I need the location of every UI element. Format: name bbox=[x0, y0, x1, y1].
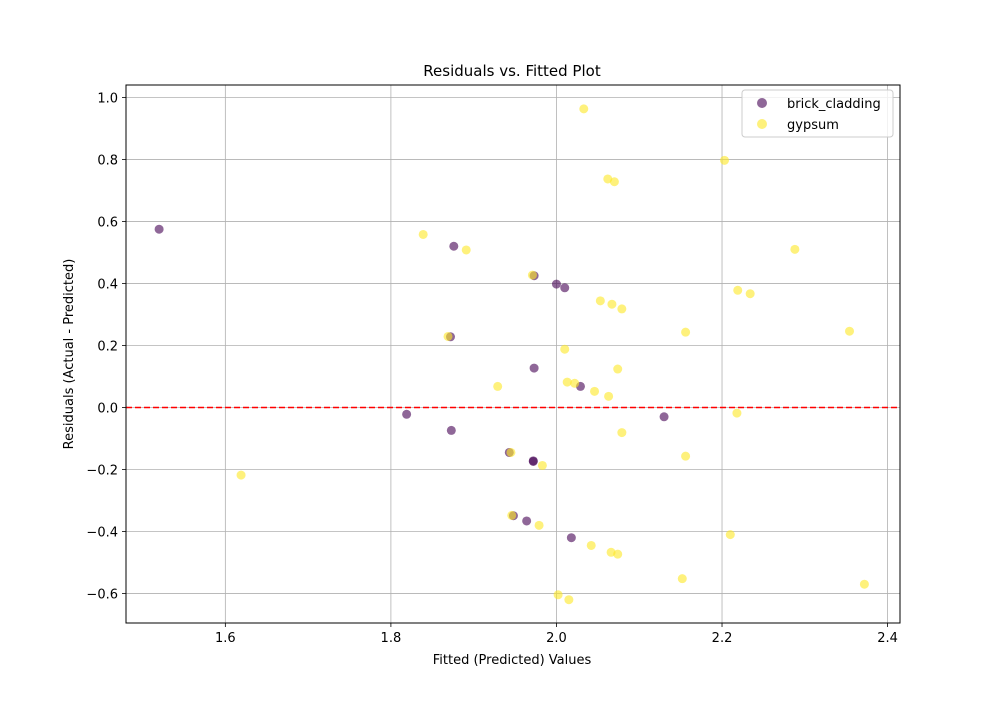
data-point-gypsum bbox=[617, 428, 627, 438]
y-tick-label: −0.6 bbox=[86, 588, 118, 603]
data-point-gypsum bbox=[564, 595, 574, 605]
y-tick-label: 0.0 bbox=[97, 401, 118, 416]
data-point-gypsum bbox=[507, 510, 517, 520]
data-point-brick-cladding bbox=[560, 283, 570, 293]
data-point-gypsum bbox=[527, 270, 537, 280]
data-point-gypsum bbox=[461, 245, 471, 255]
data-point-brick-cladding bbox=[566, 533, 576, 543]
data-point-gypsum bbox=[560, 344, 570, 354]
data-point-gypsum bbox=[732, 408, 742, 418]
x-tick-label: 2.0 bbox=[546, 631, 567, 646]
legend-label-gypsum: gypsum bbox=[787, 118, 839, 133]
data-point-brick-cladding bbox=[449, 241, 459, 251]
data-point-gypsum bbox=[534, 520, 544, 530]
data-point-gypsum bbox=[607, 299, 617, 309]
data-point-gypsum bbox=[236, 470, 246, 480]
data-point-gypsum bbox=[790, 244, 800, 254]
y-tick-label: 0.4 bbox=[97, 277, 118, 292]
x-axis-label: Fitted (Predicted) Values bbox=[433, 653, 592, 668]
grid-layer bbox=[126, 85, 900, 623]
data-point-gypsum bbox=[859, 579, 869, 589]
data-point-gypsum bbox=[537, 460, 547, 470]
legend: brick_cladding gypsum bbox=[741, 89, 894, 138]
data-point-gypsum bbox=[745, 289, 755, 299]
data-point-gypsum bbox=[506, 447, 516, 457]
data-point-gypsum bbox=[681, 327, 691, 337]
data-point-brick-cladding bbox=[529, 363, 539, 373]
y-tick-label: 0.8 bbox=[97, 153, 118, 168]
data-point-gypsum bbox=[579, 104, 589, 114]
data-point-brick-cladding bbox=[402, 409, 412, 419]
data-point-gypsum bbox=[604, 391, 614, 401]
data-point-gypsum bbox=[725, 530, 735, 540]
y-tick-label: 0.2 bbox=[97, 339, 118, 354]
legend-marker-gypsum bbox=[757, 119, 767, 129]
data-point-gypsum bbox=[562, 377, 572, 387]
data-point-gypsum bbox=[595, 296, 605, 306]
x-tick-label: 1.6 bbox=[215, 631, 236, 646]
data-point-brick-cladding bbox=[522, 516, 532, 526]
data-point-brick-cladding bbox=[659, 412, 669, 422]
data-point-gypsum bbox=[609, 177, 619, 187]
data-point-brick-cladding bbox=[154, 224, 164, 234]
data-point-gypsum bbox=[720, 155, 730, 165]
legend-box bbox=[741, 89, 894, 138]
data-point-gypsum bbox=[570, 378, 580, 388]
data-point-gypsum bbox=[418, 229, 428, 239]
ticks-layer: 1.6 1.8 2.0 2.2 2.4 −0.6 −0.4 −0.2 0.0 0.2 0.4 0.6 0… bbox=[86, 91, 898, 646]
data-point-gypsum bbox=[613, 549, 623, 559]
y-tick-label: −0.4 bbox=[86, 526, 118, 541]
series-gypsum bbox=[236, 104, 869, 605]
data-point-gypsum bbox=[586, 540, 596, 550]
data-point-gypsum bbox=[733, 285, 743, 295]
legend-label-brick-cladding: brick_cladding bbox=[787, 97, 881, 112]
x-tick-label: 2.4 bbox=[877, 631, 898, 646]
y-tick-label: −0.2 bbox=[86, 464, 118, 479]
legend-marker-brick-cladding bbox=[757, 98, 767, 108]
data-point-gypsum bbox=[613, 364, 623, 374]
data-point-gypsum bbox=[590, 386, 600, 396]
data-point-gypsum bbox=[845, 326, 855, 336]
x-tick-label: 2.2 bbox=[712, 631, 733, 646]
points-layer bbox=[154, 104, 869, 605]
data-point-brick-cladding bbox=[446, 425, 456, 435]
chart-title: Residuals vs. Fitted Plot bbox=[423, 62, 601, 80]
data-point-gypsum bbox=[677, 574, 687, 584]
x-tick-label: 1.8 bbox=[381, 631, 402, 646]
y-axis-label: Residuals (Actual - Predicted) bbox=[62, 259, 77, 450]
data-point-gypsum bbox=[443, 331, 453, 341]
y-tick-label: 0.6 bbox=[97, 215, 118, 230]
data-point-gypsum bbox=[493, 381, 503, 391]
y-tick-label: 1.0 bbox=[97, 91, 118, 106]
series-brick-cladding bbox=[154, 224, 669, 543]
data-point-gypsum bbox=[681, 451, 691, 461]
plot-frame bbox=[125, 84, 901, 624]
data-point-gypsum bbox=[617, 304, 627, 314]
data-point-brick-cladding bbox=[528, 456, 538, 466]
data-point-gypsum bbox=[553, 590, 563, 600]
data-point-brick-cladding bbox=[551, 279, 561, 289]
